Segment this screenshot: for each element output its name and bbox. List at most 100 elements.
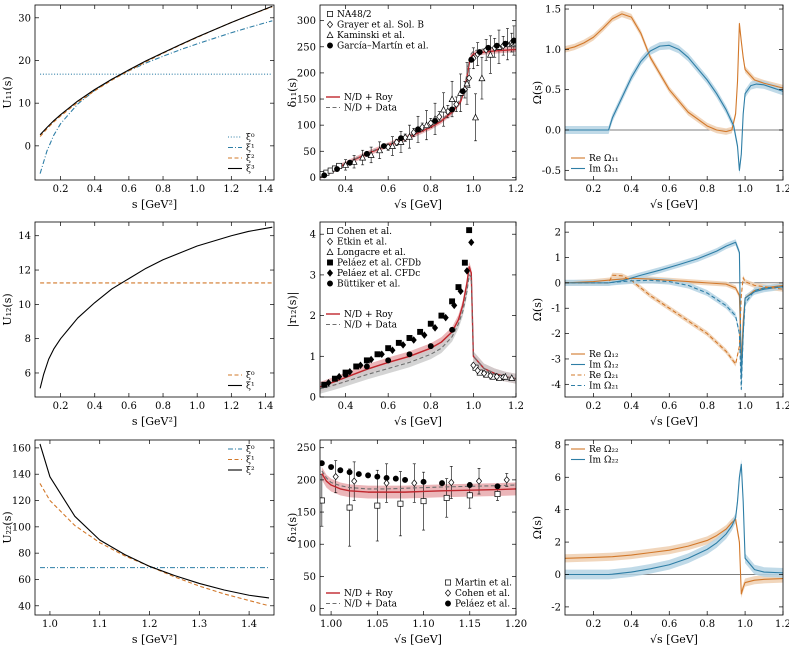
data-point [501,372,509,380]
legend-label: ξ¹ [246,456,255,466]
y-axis-label: U₁₁(s) [1,76,14,108]
data-point [406,351,413,358]
x-tick-label: 1.2 [142,619,158,630]
legend-delta12-0: Martin et al.Cohen et al.Peláez et al. [444,579,512,610]
x-axis-label: √s [GeV] [394,633,442,646]
data-point [451,301,458,310]
legend-label: Büttiker et al. [337,280,401,290]
x-tick-label: 1.15 [459,619,481,630]
y-tick-label: 12 [18,266,31,277]
data-point [466,482,473,488]
x-tick-label: 1.2 [508,401,524,412]
x-tick-label: 1.2 [508,184,524,195]
x-tick-label: 0.6 [380,401,396,412]
data-point [420,498,427,505]
data-point [508,374,516,381]
data-point [486,50,494,58]
plot-area-Omega12 [565,239,783,393]
x-tick-label: 0.8 [155,184,171,195]
x-tick-label: 0.8 [699,184,715,195]
y-tick-label: 300 [297,16,316,27]
data-point [385,345,392,352]
data-point [376,146,384,154]
data-point [359,153,367,161]
legend-marker [326,237,334,246]
data-point [332,472,339,481]
series-line-delta12-1 [321,470,516,490]
data-point [494,491,501,497]
data-point [365,472,372,479]
data-point [334,166,340,172]
x-tick-label: 0.2 [585,184,601,195]
legend-marker [327,228,333,234]
legend-marker [445,579,451,586]
y-tick-label: 3 [310,270,316,281]
y-tick-label: 0 [310,604,316,615]
plot-frame [319,4,517,181]
data-point [475,477,483,485]
legend-label: N/D + Roy [344,589,394,599]
legend-label: Cohen et al. [455,589,510,599]
series-line-U22-2 [39,443,270,599]
y-tick-label: 4 [555,505,561,516]
data-point [380,143,387,149]
plot-area-U11 [39,5,273,174]
x-tick-label: 0.4 [338,184,354,195]
y-tick-label: 2 [555,228,561,239]
data-point [494,483,501,490]
legend-label: Im Ω₂₁ [589,382,619,392]
y-tick-label: 1 [310,352,316,363]
y-tick-label: 200 [297,68,316,79]
x-tick-label: 0.2 [585,619,601,630]
legend-marker [445,600,451,607]
x-tick-label: 0.4 [623,619,639,630]
x-axis-label: √s [GeV] [650,198,698,211]
data-point [389,346,396,354]
series-line-Omega12-1 [565,241,783,380]
legend-label: Im Ω₁₂ [589,361,619,371]
x-tick-label: 1.0 [465,184,481,195]
x-axis-label: √s [GeV] [650,415,698,428]
data-point [346,368,353,376]
legend-label: Cohen et al. [337,227,392,237]
data-point [357,361,364,370]
y-tick-label: 0 [555,570,561,581]
data-point [448,95,456,102]
data-point [466,227,473,234]
data-point [423,121,430,129]
y-tick-label: 14 [18,231,31,242]
data-point [427,320,434,327]
data-point [351,477,358,485]
data-point [493,372,500,381]
series-line-U11-1 [39,20,273,174]
data-point [402,133,409,142]
data-point [397,138,405,145]
y-tick-label: 0.0 [545,126,561,137]
data-point [439,480,445,487]
y-tick-label: 1 [555,253,561,264]
legend-marker [327,259,333,266]
series-line-r12-1 [320,274,516,390]
x-axis-label: √s [GeV] [650,633,698,646]
plot-frame [34,221,275,398]
plot-frame [34,439,275,616]
plot-frame [34,4,275,181]
x-tick-label: 1.2 [775,401,789,412]
data-point [363,363,370,370]
chart-Omega11: 0.2 0.4 0.6 0.8 1.0 1.2 -0.5 0.0 0.5 1.0 1.5 √s [Ge… [531,5,789,211]
x-tick-label: 1.0 [465,401,481,412]
y-axis-label: Ω(s) [531,298,544,321]
data-point [395,339,402,346]
legend-label: ξ² [246,466,255,476]
y-tick-label: 8 [25,334,31,345]
chart-r12: 0.4 0.6 0.8 1.0 1.2 0 1 2 3 4 √s [GeV] |r₁₂(s)| Cohe… [286,221,524,428]
plot-area-U22 [39,443,270,607]
x-tick-label: 1.4 [258,184,274,195]
